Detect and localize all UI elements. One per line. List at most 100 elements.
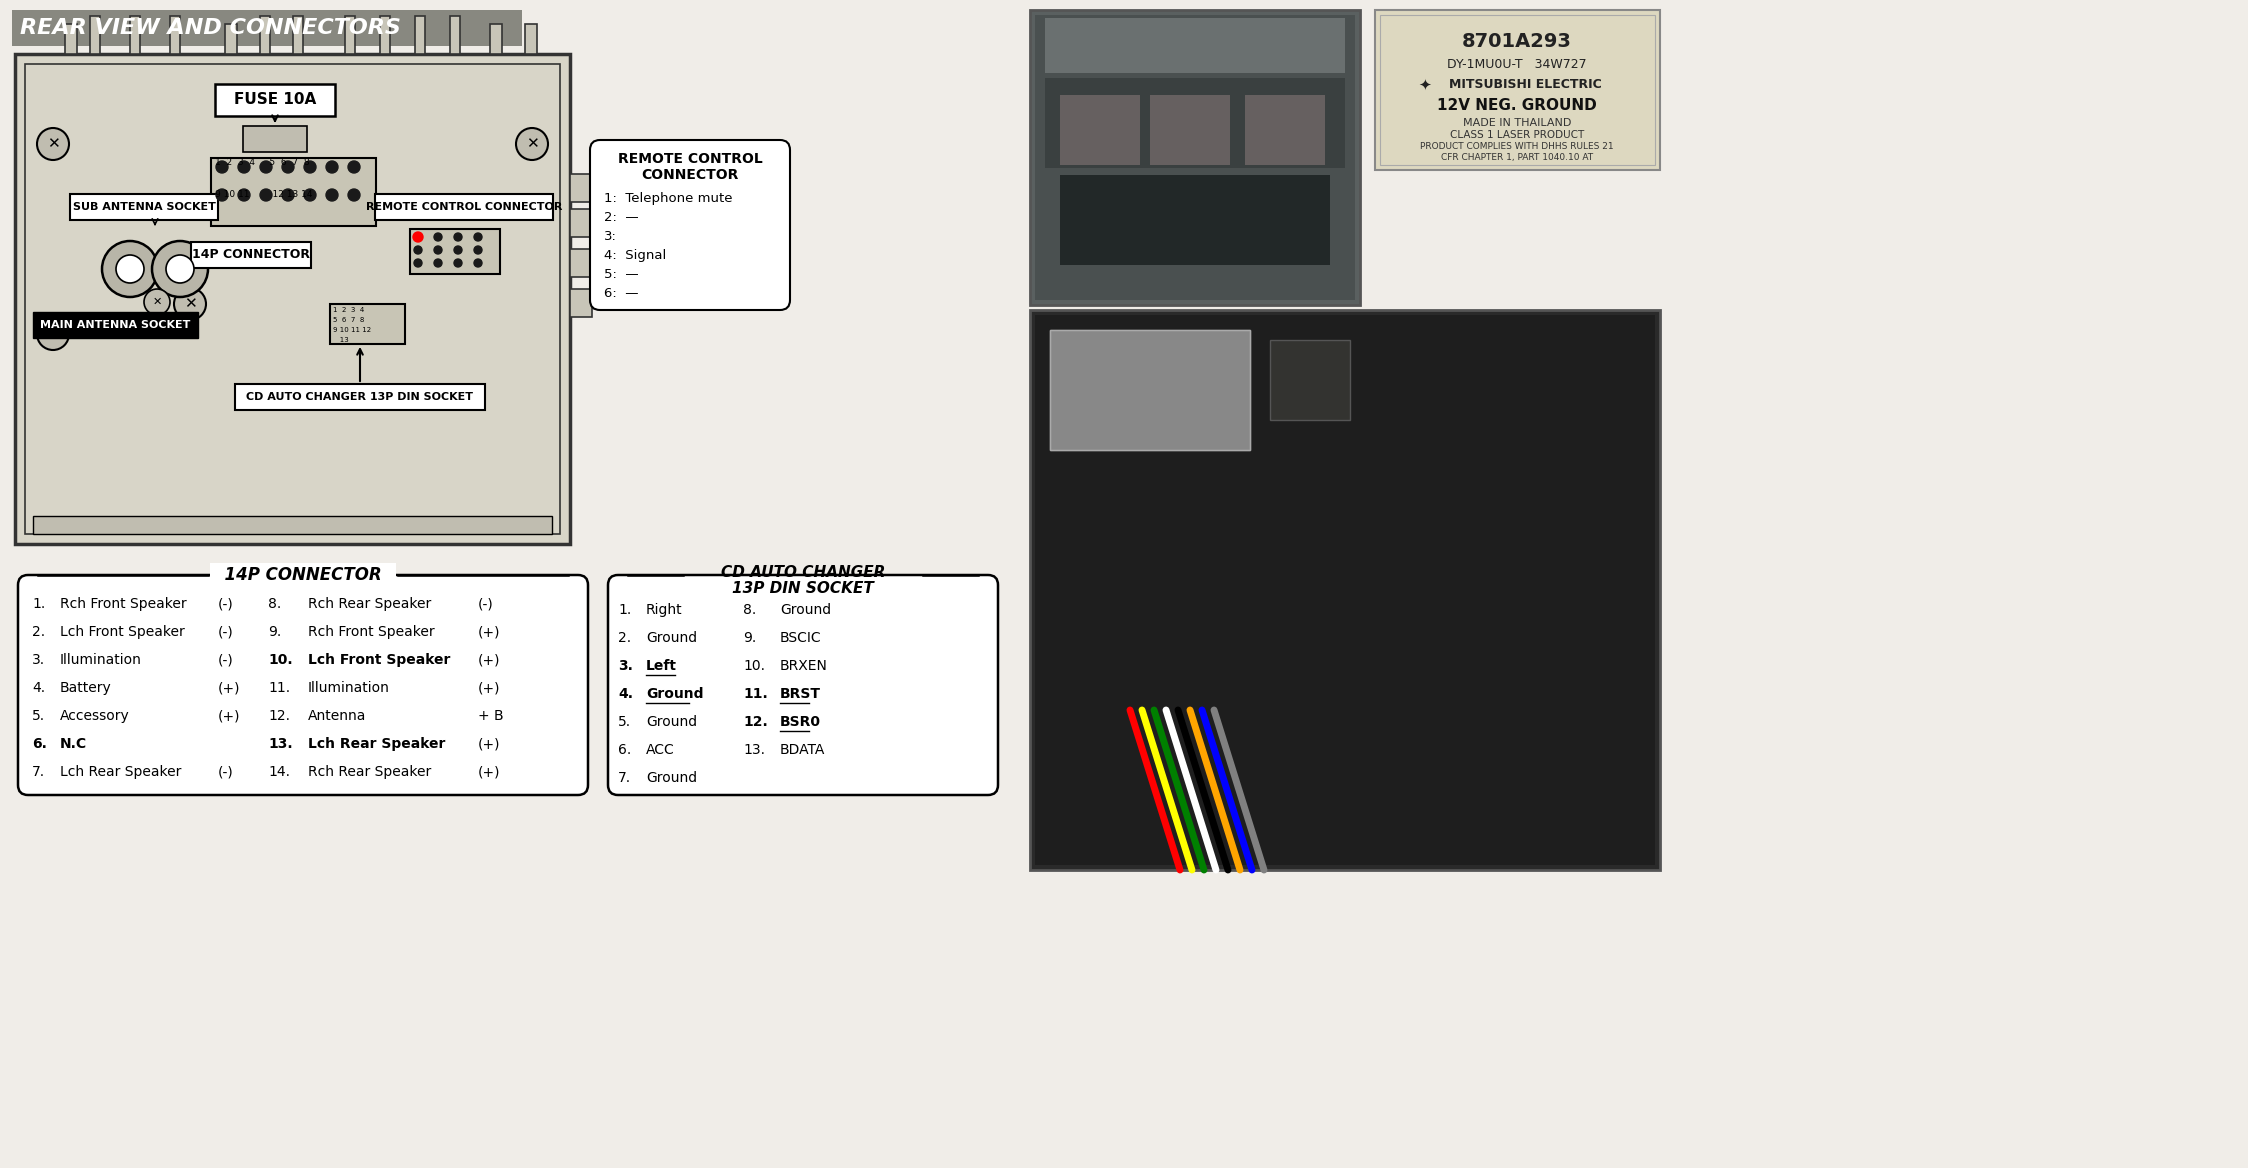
Bar	[330, 304, 405, 345]
Bar	[1050, 331, 1250, 450]
Circle shape	[414, 259, 423, 267]
Text: 1.: 1.	[618, 603, 632, 617]
Text: FUSE 10A: FUSE 10A	[234, 92, 317, 107]
Circle shape	[474, 232, 481, 241]
Bar	[1034, 315, 1655, 865]
Text: ✕: ✕	[184, 297, 196, 312]
Bar	[65, 25, 76, 54]
Text: (-): (-)	[218, 765, 234, 779]
Text: 3.: 3.	[31, 653, 45, 667]
Circle shape	[434, 246, 443, 253]
Text: 1  2  3  4: 1 2 3 4	[333, 307, 364, 313]
Text: BRST: BRST	[780, 687, 821, 701]
Text: 5.: 5.	[31, 709, 45, 723]
Bar	[375, 194, 553, 220]
Text: 13P DIN SOCKET: 13P DIN SOCKET	[733, 580, 874, 596]
Text: (+): (+)	[218, 681, 241, 695]
Text: Rch Rear Speaker: Rch Rear Speaker	[308, 597, 432, 611]
Text: 9 10 11 12: 9 10 11 12	[333, 327, 371, 333]
Text: Lch Rear Speaker: Lch Rear Speaker	[308, 737, 445, 751]
Bar	[90, 16, 99, 54]
Circle shape	[36, 128, 70, 160]
Text: 5  6  7  8: 5 6 7 8	[333, 317, 364, 324]
Text: CD AUTO CHANGER: CD AUTO CHANGER	[722, 565, 886, 580]
Text: 9 10 11        12 13 14: 9 10 11 12 13 14	[216, 190, 312, 199]
Bar	[416, 16, 425, 54]
Bar	[1061, 175, 1331, 265]
Text: 8.: 8.	[268, 597, 281, 611]
Text: 6.: 6.	[31, 737, 47, 751]
Text: Left: Left	[645, 659, 677, 673]
Text: 10.: 10.	[744, 659, 764, 673]
Bar	[191, 242, 310, 267]
Bar	[490, 25, 501, 54]
Circle shape	[434, 259, 443, 267]
Text: Accessory: Accessory	[61, 709, 130, 723]
Bar	[1045, 78, 1344, 168]
Text: 14.: 14.	[268, 765, 290, 779]
Text: Ground: Ground	[645, 771, 697, 785]
Text: CD AUTO CHANGER 13P DIN SOCKET: CD AUTO CHANGER 13P DIN SOCKET	[247, 392, 474, 402]
Text: 9.: 9.	[744, 631, 755, 645]
Circle shape	[117, 255, 144, 283]
Text: 13.: 13.	[268, 737, 292, 751]
Text: (+): (+)	[218, 709, 241, 723]
Bar	[261, 16, 270, 54]
Bar	[34, 516, 553, 534]
Circle shape	[454, 232, 463, 241]
Bar	[243, 126, 308, 152]
Text: ✕: ✕	[153, 297, 162, 307]
Text: 14P CONNECTOR: 14P CONNECTOR	[191, 249, 310, 262]
Text: DY-1MU0U-T   34W727: DY-1MU0U-T 34W727	[1448, 58, 1587, 71]
Text: Battery: Battery	[61, 681, 112, 695]
Text: (-): (-)	[479, 597, 495, 611]
Text: 2.: 2.	[618, 631, 632, 645]
Text: ✕: ✕	[47, 137, 58, 152]
Bar	[571, 209, 591, 237]
Circle shape	[434, 232, 443, 241]
Bar	[216, 84, 335, 116]
Circle shape	[238, 189, 250, 201]
Text: (+): (+)	[479, 765, 501, 779]
Circle shape	[414, 246, 423, 253]
Text: + B: + B	[479, 709, 504, 723]
Bar	[1245, 95, 1324, 165]
Text: Ground: Ground	[645, 715, 697, 729]
Text: 8701A293: 8701A293	[1461, 32, 1571, 51]
Circle shape	[153, 241, 209, 297]
Text: 5.: 5.	[618, 715, 632, 729]
Bar	[171, 16, 180, 54]
Text: 11.: 11.	[744, 687, 769, 701]
Bar	[1030, 11, 1360, 305]
Text: Antenna: Antenna	[308, 709, 366, 723]
Text: (-): (-)	[218, 653, 234, 667]
Circle shape	[216, 161, 227, 173]
Bar	[236, 384, 486, 410]
Text: 14P CONNECTOR: 14P CONNECTOR	[214, 566, 393, 584]
Text: Rch Front Speaker: Rch Front Speaker	[308, 625, 434, 639]
Text: 4:  Signal: 4: Signal	[605, 249, 665, 262]
Text: (+): (+)	[479, 737, 501, 751]
Text: Rch Front Speaker: Rch Front Speaker	[61, 597, 187, 611]
Text: (+): (+)	[479, 653, 501, 667]
FancyBboxPatch shape	[18, 575, 589, 795]
Bar	[130, 16, 139, 54]
Bar	[409, 229, 499, 274]
FancyBboxPatch shape	[607, 575, 998, 795]
Text: 3.: 3.	[618, 659, 634, 673]
Circle shape	[348, 189, 360, 201]
Text: REAR VIEW AND CONNECTORS: REAR VIEW AND CONNECTORS	[20, 18, 400, 39]
Text: 7.: 7.	[618, 771, 632, 785]
Text: 12.: 12.	[268, 709, 290, 723]
Circle shape	[303, 161, 317, 173]
Circle shape	[144, 288, 171, 315]
Text: 2.: 2.	[31, 625, 45, 639]
Circle shape	[303, 189, 317, 201]
Text: 2:  —: 2: —	[605, 211, 638, 224]
Text: Right: Right	[645, 603, 683, 617]
Text: 8.: 8.	[744, 603, 755, 617]
Bar	[1151, 95, 1230, 165]
Text: BRXEN: BRXEN	[780, 659, 827, 673]
Text: SUB ANTENNA SOCKET: SUB ANTENNA SOCKET	[72, 202, 216, 213]
Text: MADE IN THAILAND: MADE IN THAILAND	[1463, 118, 1571, 128]
